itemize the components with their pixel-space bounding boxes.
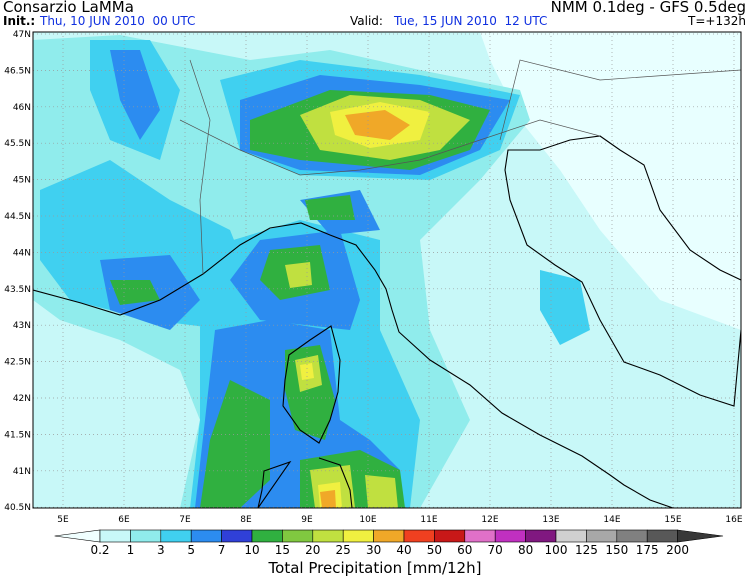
valid-time: Tue, 15 JUN 2010 12 UTC — [393, 14, 547, 28]
legend-swatch — [342, 529, 374, 543]
legend-swatch — [251, 529, 283, 543]
lat-label: 41.5N — [4, 430, 31, 440]
lon-label: 11E — [420, 515, 437, 525]
lat-label: 44N — [13, 248, 31, 258]
legend-swatch — [160, 529, 192, 543]
lon-label: 9E — [301, 515, 313, 525]
legend-swatch — [312, 529, 344, 543]
legend-label: 70 — [488, 543, 503, 557]
legend-label: 15 — [275, 543, 290, 557]
lon-label: 6E — [118, 515, 130, 525]
lat-label: 44.5N — [4, 212, 31, 222]
legend-label: 7 — [218, 543, 226, 557]
legend-swatch — [373, 529, 405, 543]
valid-label: Valid: — [350, 14, 383, 28]
legend-swatch — [525, 529, 557, 543]
legend-swatch — [646, 529, 678, 543]
legend-label: 100 — [545, 543, 568, 557]
lat-label: 43N — [13, 321, 31, 331]
legend-label: 1 — [127, 543, 135, 557]
grid — [33, 32, 741, 508]
lon-label: 12E — [481, 515, 498, 525]
legend-swatch — [616, 529, 648, 543]
legend-label: 0.2 — [90, 543, 109, 557]
lon-label: 7E — [179, 515, 191, 525]
legend-label: 80 — [518, 543, 533, 557]
legend-label: 125 — [575, 543, 598, 557]
lon-label: 5E — [57, 515, 69, 525]
legend-label: 175 — [636, 543, 659, 557]
legend-label: 30 — [366, 543, 381, 557]
lon-label: 8E — [240, 515, 252, 525]
lat-label: 42.5N — [4, 358, 31, 368]
legend-label: 25 — [336, 543, 351, 557]
legend-swatch — [586, 529, 618, 543]
lat-label: 46N — [13, 103, 31, 113]
legend-label: 10 — [244, 543, 259, 557]
legend-swatch — [190, 529, 222, 543]
legend-swatch — [555, 529, 587, 543]
legend-swatch — [494, 529, 526, 543]
lon-label: 15E — [664, 515, 681, 525]
legend-label: 150 — [605, 543, 628, 557]
legend-swatch — [221, 529, 253, 543]
legend-swatch — [464, 529, 496, 543]
legend-label: 200 — [666, 543, 689, 557]
lon-label: 14E — [603, 515, 620, 525]
title: Consarzio LaMMa — [3, 0, 134, 16]
legend-label: 5 — [187, 543, 195, 557]
init-time: Thu, 10 JUN 2010 00 UTC — [39, 14, 195, 28]
lat-label: 41N — [13, 467, 31, 477]
lon-label: 13E — [542, 515, 559, 525]
lat-label: 40.5N — [4, 503, 31, 513]
legend-label: 3 — [157, 543, 165, 557]
init-label: Init.: — [3, 14, 35, 28]
legend-label: 20 — [305, 543, 320, 557]
legend-swatch — [99, 529, 131, 543]
lat-label: 45.5N — [4, 139, 31, 149]
map-frame — [32, 31, 742, 509]
legend: 0.2 1 3 5 7 10 15 20 25 30 40 50 60 70 80 100 125 150 175 2… — [54, 529, 724, 557]
legend-swatch — [130, 529, 162, 543]
lon-label: 16E — [725, 515, 742, 525]
map — [33, 32, 741, 508]
lat-label: 43.5N — [4, 285, 31, 295]
lat-label: 46.5N — [4, 66, 31, 76]
legend-arrow — [677, 529, 724, 543]
lat-label: 42N — [13, 394, 31, 404]
lat-label: 45N — [13, 176, 31, 186]
model: NMM 0.1deg - GFS 0.5deg — [551, 0, 746, 16]
legend-label: 40 — [396, 543, 411, 557]
legend-swatch — [282, 529, 314, 543]
legend-swatch — [403, 529, 435, 543]
legend-swatch — [434, 529, 466, 543]
legend-arrow — [54, 529, 101, 543]
legend-title: Total Precipitation [mm/12h] — [268, 559, 482, 577]
lead-time: T=+132h — [687, 14, 746, 28]
lon-label: 10E — [359, 515, 376, 525]
legend-label: 60 — [457, 543, 472, 557]
legend-label: 50 — [427, 543, 442, 557]
lat-label: 47N — [13, 30, 31, 40]
